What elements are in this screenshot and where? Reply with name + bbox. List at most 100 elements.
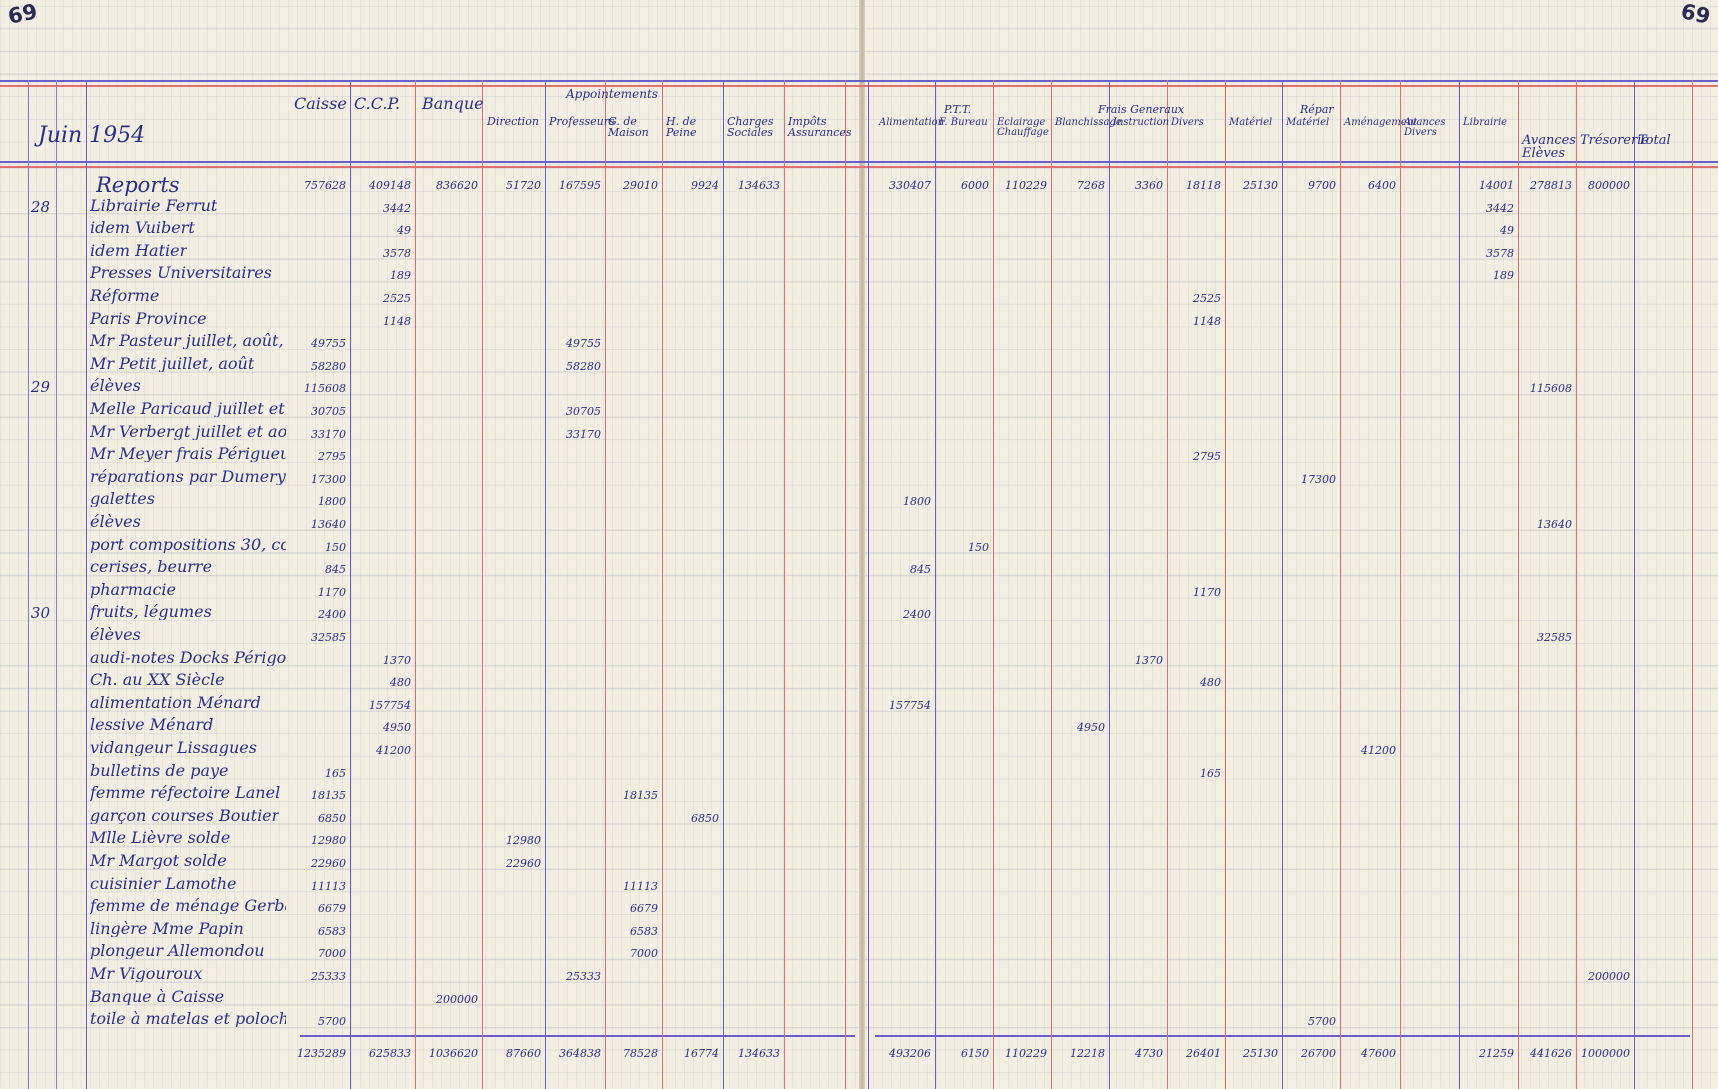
total-banque: 1036620 xyxy=(429,1047,478,1060)
row-description: idem Vuibert xyxy=(90,220,195,237)
rule-col-amenagement xyxy=(1400,80,1401,1089)
amount-librairie: 14001 xyxy=(1479,179,1514,192)
amount-ccp: 41200 xyxy=(376,744,411,757)
group-appointements: Appointements xyxy=(566,87,658,101)
row-description: port compositions 30, correcteur 120 xyxy=(90,536,286,553)
header-banque: Banque xyxy=(422,94,484,113)
amount-divers: 1148 xyxy=(1193,314,1221,328)
row-description: galettes xyxy=(90,491,155,508)
amount-divers: 18118 xyxy=(1186,179,1221,192)
amount-professeurs: 167595 xyxy=(559,179,601,192)
total-amenagement: 47600 xyxy=(1361,1047,1396,1060)
row-description: Mlle Lièvre solde xyxy=(90,830,231,847)
rule-col-fbureau xyxy=(993,80,994,1089)
row-description: toile à matelas et polochons xyxy=(90,1011,286,1028)
header-amenagement: Aménagement xyxy=(1344,117,1418,128)
book-gutter xyxy=(859,0,865,1089)
row-day: 30 xyxy=(30,604,50,623)
amount-materiel2: 17300 xyxy=(1301,472,1336,486)
rule-col-banque xyxy=(482,80,483,1089)
amount-alimentation: 845 xyxy=(910,563,931,577)
row-description: Mr Verbergt juillet et août xyxy=(90,423,286,440)
rule-col-impots xyxy=(845,80,846,1089)
amount-librairie: 49 xyxy=(1500,224,1514,238)
rule-col-direction xyxy=(545,80,546,1089)
amount-gmaison: 11113 xyxy=(623,879,658,893)
amount-divers: 2525 xyxy=(1193,292,1221,305)
amount-caisse: 115608 xyxy=(304,382,346,396)
amount-aveleves: 115608 xyxy=(1530,382,1572,396)
total-charges: 134633 xyxy=(738,1047,780,1060)
amount-amenagement: 6400 xyxy=(1368,179,1396,192)
amount-caisse: 165 xyxy=(325,766,346,780)
amount-alimentation: 157754 xyxy=(889,698,931,712)
amount-caisse: 7000 xyxy=(318,947,346,961)
header-tresorerie: Trésorerie xyxy=(1580,133,1650,148)
row-description: réparations par Dumery xyxy=(90,468,286,485)
row-description: bulletins de paye xyxy=(90,762,229,779)
amount-ccp: 189 xyxy=(390,269,411,283)
header-blanchissage: Blanchissage xyxy=(1055,117,1122,128)
total-instruction: 4730 xyxy=(1135,1047,1163,1060)
amount-instruction: 1370 xyxy=(1135,653,1163,667)
amount-tresorerie: 200000 xyxy=(1588,970,1630,983)
rule-right-start xyxy=(868,80,869,1089)
header-impots: Impôts Assurances xyxy=(788,115,852,139)
row-description: Reports xyxy=(96,175,180,196)
amount-caisse: 1800 xyxy=(318,495,346,509)
row-description: élèves xyxy=(90,627,141,643)
amount-caisse: 6583 xyxy=(318,924,346,938)
amount-gmaison: 6679 xyxy=(630,902,658,916)
amount-tresorerie: 800000 xyxy=(1588,179,1630,192)
amount-direction: 12980 xyxy=(506,834,541,848)
total-chauffage: 110229 xyxy=(1005,1047,1047,1060)
page-number-left: 69 xyxy=(5,0,40,29)
total-librairie: 21259 xyxy=(1479,1047,1514,1060)
rule-col-materiel xyxy=(1282,80,1283,1089)
amount-blanchissage: 4950 xyxy=(1077,721,1105,735)
row-description: cerises, beurre xyxy=(90,559,213,576)
amount-charges: 134633 xyxy=(738,179,780,192)
header-ccp: C.C.P. xyxy=(354,94,401,113)
amount-caisse: 12980 xyxy=(311,834,346,848)
rule-col-chauffage xyxy=(1051,80,1052,1089)
rule-total-left xyxy=(300,1035,855,1037)
total-materiel2: 26700 xyxy=(1301,1047,1336,1060)
header-total: Total xyxy=(1638,133,1671,148)
header-charges: Charges Sociales xyxy=(727,115,774,139)
amount-alimentation: 2400 xyxy=(903,608,931,622)
amount-librairie: 3578 xyxy=(1486,246,1514,260)
rule-top-red xyxy=(0,85,1718,87)
amount-caisse: 17300 xyxy=(311,472,346,486)
amount-caisse: 845 xyxy=(325,563,346,577)
row-description: fruits, légumes xyxy=(90,604,212,621)
amount-caisse: 22960 xyxy=(311,857,346,870)
row-description: Mr Vigouroux xyxy=(90,966,203,982)
amount-ccp: 157754 xyxy=(369,698,411,712)
total-divers: 26401 xyxy=(1186,1047,1221,1060)
rule-col-materiel2 xyxy=(1340,80,1341,1089)
page-number-right: 69 xyxy=(1678,0,1713,29)
amount-aveleves: 13640 xyxy=(1537,518,1572,531)
amount-ccp: 1370 xyxy=(383,653,411,667)
amount-caisse: 25333 xyxy=(311,970,346,983)
header-instruction: Instruction xyxy=(1113,117,1170,128)
total-direction: 87660 xyxy=(506,1047,541,1060)
total-fbureau: 6150 xyxy=(961,1047,989,1060)
rule-col-divers xyxy=(1225,80,1226,1089)
rule-col-instruction xyxy=(1167,80,1168,1089)
row-description: Mr Petit juillet, août xyxy=(90,355,255,372)
amount-materiel2: 9700 xyxy=(1308,179,1336,192)
rule-col-total xyxy=(1692,80,1693,1089)
amount-hpeine: 9924 xyxy=(691,179,719,192)
amount-gmaison: 6583 xyxy=(630,924,658,938)
header-avdivers: Avances Divers xyxy=(1404,117,1446,138)
rule-col-ccp xyxy=(415,80,416,1089)
amount-materiel2: 5700 xyxy=(1308,1015,1336,1029)
total-professeurs: 364838 xyxy=(559,1047,601,1060)
row-description: vidangeur Lissagues xyxy=(90,740,257,756)
amount-aveleves: 32585 xyxy=(1537,631,1572,644)
rule-col-librairie xyxy=(1518,80,1519,1089)
amount-ccp: 409148 xyxy=(369,179,411,192)
